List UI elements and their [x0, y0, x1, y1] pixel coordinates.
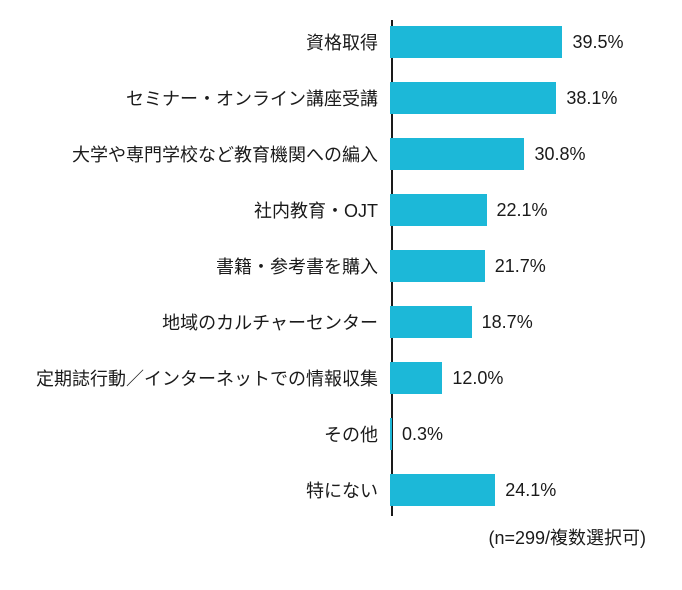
bar-label: 資格取得 — [10, 29, 390, 55]
chart-row: 定期誌行動／インターネットでの情報収集 12.0% — [10, 356, 652, 400]
chart-rows: 資格取得 39.5% セミナー・オンライン講座受講 38.1% 大学や専門学校など教育機… — [10, 20, 652, 512]
bar — [390, 418, 392, 450]
bar-value: 0.3% — [402, 424, 443, 445]
bar-cell: 22.1% — [390, 188, 652, 232]
bar-chart: 資格取得 39.5% セミナー・オンライン講座受講 38.1% 大学や専門学校など教育機… — [0, 0, 682, 560]
bar-label: セミナー・オンライン講座受講 — [10, 85, 390, 111]
bar-label: 大学や専門学校など教育機関への編入 — [10, 141, 390, 167]
bar-label: 特にない — [10, 477, 390, 503]
bar — [390, 138, 524, 170]
bar-value: 39.5% — [572, 32, 623, 53]
bar — [390, 194, 487, 226]
bar — [390, 474, 495, 506]
bar-value: 22.1% — [497, 200, 548, 221]
bar-value: 21.7% — [495, 256, 546, 277]
bar-cell: 21.7% — [390, 244, 652, 288]
bar-label: 地域のカルチャーセンター — [10, 309, 390, 335]
chart-row: 社内教育・OJT 22.1% — [10, 188, 652, 232]
chart-row: 特にない 24.1% — [10, 468, 652, 512]
chart-row: 地域のカルチャーセンター 18.7% — [10, 300, 652, 344]
bar-cell: 30.8% — [390, 132, 652, 176]
bar-cell: 38.1% — [390, 76, 652, 120]
bar-value: 24.1% — [505, 480, 556, 501]
bar-value: 12.0% — [452, 368, 503, 389]
chart-row: 資格取得 39.5% — [10, 20, 652, 64]
chart-row: 書籍・参考書を購入 21.7% — [10, 244, 652, 288]
chart-row: セミナー・オンライン講座受講 38.1% — [10, 76, 652, 120]
bar-value: 38.1% — [566, 88, 617, 109]
bar-cell: 12.0% — [390, 356, 652, 400]
bar-value: 30.8% — [534, 144, 585, 165]
chart-row: その他 0.3% — [10, 412, 652, 456]
bar-cell: 24.1% — [390, 468, 652, 512]
bar — [390, 250, 485, 282]
bar — [390, 362, 442, 394]
bar-label: 書籍・参考書を購入 — [10, 253, 390, 279]
bar-cell: 0.3% — [390, 412, 652, 456]
bar — [390, 26, 562, 58]
bar-cell: 39.5% — [390, 20, 652, 64]
bar — [390, 82, 556, 114]
chart-row: 大学や専門学校など教育機関への編入 30.8% — [10, 132, 652, 176]
bar-label: その他 — [10, 421, 390, 447]
bar-value: 18.7% — [482, 312, 533, 333]
bar-label: 定期誌行動／インターネットでの情報収集 — [10, 365, 390, 391]
bar — [390, 306, 472, 338]
chart-note: (n=299/複数選択可) — [10, 524, 652, 550]
bar-label: 社内教育・OJT — [10, 197, 390, 223]
bar-cell: 18.7% — [390, 300, 652, 344]
